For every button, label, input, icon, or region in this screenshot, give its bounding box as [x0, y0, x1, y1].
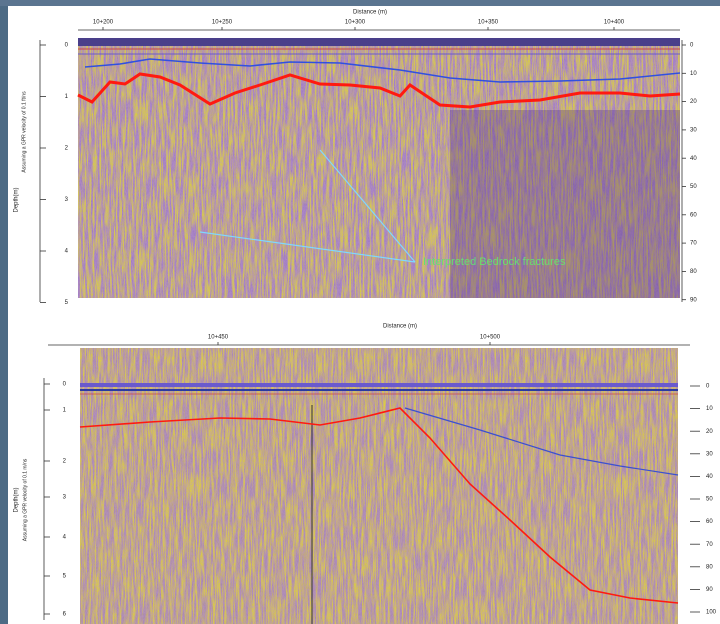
y-tick-label: 0 [65, 43, 69, 49]
y-tick-label: 6 [63, 612, 67, 618]
left-axis-title: Depth(m) [14, 187, 20, 212]
left-axis-title: Depth(m) [14, 487, 20, 512]
y2-tick-label: 100 [706, 610, 717, 616]
y2-tick-label: 30 [706, 451, 713, 457]
y-tick-label: 5 [63, 574, 67, 580]
x-tick-label: 10+250 [212, 20, 233, 26]
top-strip [0, 0, 720, 6]
y-tick-label: 1 [65, 94, 69, 100]
left-axis-note: Assuming a GPR velocity of 0.1 m/ns [22, 458, 28, 541]
x-tick-label: 10+400 [604, 20, 625, 26]
annotation: Interpreted Bedrock fractures [423, 256, 566, 268]
y-tick-label: 1 [63, 408, 67, 414]
x-tick-label: 10+300 [345, 20, 366, 26]
x-axis-title: Distance (m) [383, 324, 417, 330]
y-tick-label: 4 [65, 249, 69, 255]
y2-tick-label: 60 [706, 519, 713, 525]
y-tick-label: 5 [65, 300, 69, 306]
y2-tick-label: 10 [706, 406, 713, 412]
y2-tick-label: 20 [690, 99, 697, 105]
left-axis-note: Assuming a GPR velocity of 0.1 ft/ns [21, 91, 27, 173]
y2-tick-label: 70 [706, 542, 713, 548]
y2-tick-label: 90 [690, 297, 697, 303]
y2-tick-label: 50 [690, 184, 697, 190]
y-tick-label: 4 [63, 535, 67, 541]
left-strip [0, 0, 8, 624]
y2-tick-label: 20 [706, 429, 713, 435]
y-tick-label: 3 [63, 495, 67, 501]
y-tick-label: 2 [65, 146, 69, 152]
y-tick-label: 3 [65, 197, 69, 203]
top-radargram: Interpreted Bedrock fractures [78, 38, 680, 298]
y2-tick-label: 30 [690, 127, 697, 133]
y2-tick-label: 40 [706, 474, 713, 480]
x-tick-label: 10+500 [480, 335, 501, 341]
x-axis-title: Distance (m) [353, 10, 387, 16]
y2-tick-label: 60 [690, 212, 697, 218]
y2-tick-label: 0 [706, 384, 710, 390]
y-tick-label: 2 [63, 459, 67, 465]
page: Interpreted Bedrock fractures Distance (… [0, 0, 720, 624]
y2-tick-label: 40 [690, 156, 697, 162]
figure: Interpreted Bedrock fractures Distance (… [0, 0, 720, 624]
y2-tick-label: 0 [690, 43, 694, 49]
y2-tick-label: 80 [690, 269, 697, 275]
bottom-radargram [80, 348, 678, 624]
y-tick-label: 0 [63, 382, 67, 388]
x-tick-label: 10+200 [93, 20, 114, 26]
x-tick-label: 10+350 [478, 20, 499, 26]
y2-tick-label: 90 [706, 587, 713, 593]
y2-tick-label: 10 [690, 71, 697, 77]
y2-tick-label: 70 [690, 241, 697, 247]
y2-tick-label: 80 [706, 564, 713, 570]
y2-tick-label: 50 [706, 497, 713, 503]
x-tick-label: 10+450 [208, 335, 229, 341]
